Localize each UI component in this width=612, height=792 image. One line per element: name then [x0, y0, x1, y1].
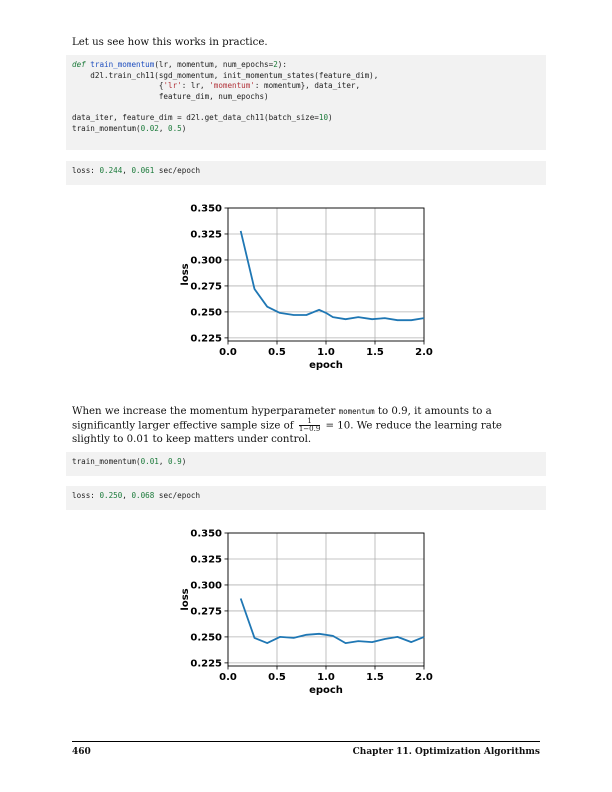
output-block-2: loss: 0.250, 0.068 sec/epoch	[66, 486, 546, 510]
y-axis-label: loss	[180, 263, 191, 285]
code-text: )	[328, 112, 333, 122]
x-tick-label: 1.5	[366, 672, 384, 683]
momentum-paragraph: When we increase the momentum hyperparam…	[72, 405, 542, 446]
chapter-title: Chapter 11. Optimization Algorithms	[352, 747, 540, 757]
y-tick-label: 0.350	[190, 204, 222, 215]
inline-code-momentum: momentum	[338, 407, 375, 416]
loss-series-line	[239, 230, 425, 322]
y-axis-label: loss	[180, 588, 191, 610]
y-tick-label: 0.275	[190, 606, 222, 617]
output-text: sec/epoch	[154, 491, 201, 500]
code-number: 0.5	[168, 123, 182, 133]
y-tick-label: 0.300	[190, 580, 222, 591]
x-axis-label: epoch	[309, 360, 343, 371]
footer-rule	[72, 741, 540, 742]
x-axis-label: epoch	[309, 685, 343, 696]
fraction-denominator: 1−0.9	[298, 425, 321, 433]
x-tick-label: 1.0	[317, 672, 335, 683]
y-tick-label: 0.250	[190, 307, 222, 318]
y-tick-label: 0.350	[190, 529, 222, 540]
code-line: d2l.train_ch11(sgd_momentum, init_moment…	[72, 70, 379, 80]
code-number: 0.01	[140, 457, 159, 466]
y-tick-label: 0.275	[190, 281, 222, 292]
output-time-value: 0.061	[131, 166, 155, 175]
output-text: sec/epoch	[154, 166, 201, 175]
x-tick-label: 0.0	[219, 347, 237, 358]
function-name: train_momentum	[90, 60, 155, 69]
code-number: 0.9	[168, 457, 182, 466]
intro-paragraph: Let us see how this works in practice.	[72, 37, 268, 48]
loss-series-line	[239, 598, 425, 644]
plot-frame	[227, 207, 425, 342]
paragraph-text: When we increase the momentum hyperparam…	[72, 406, 339, 417]
plot-frame	[227, 532, 425, 667]
code-text: {	[72, 81, 164, 91]
output-text: loss:	[72, 166, 100, 175]
code-string: 'momentum'	[209, 81, 255, 91]
y-tick-label: 0.225	[190, 333, 222, 344]
output-text: ,	[122, 166, 132, 175]
code-line: feature_dim, num_epochs)	[72, 91, 269, 101]
code-number: 2	[273, 60, 278, 69]
code-text: )	[181, 123, 187, 133]
paragraph-text: to 0.9, it amounts to a significantly la…	[72, 406, 492, 432]
fraction-numerator: 1	[298, 418, 321, 426]
code-text: (lr, momentum, num_epochs	[154, 60, 269, 69]
output-block-1: loss: 0.244, 0.061 sec/epoch	[66, 161, 546, 185]
code-block-train-momentum: def train_momentum(lr, momentum, num_epo…	[66, 55, 546, 150]
code-text: : lr,	[181, 81, 210, 91]
code-text: ,	[158, 457, 169, 466]
code-block-train-momentum-2: train_momentum(0.01, 0.9)	[66, 452, 546, 476]
y-tick-label: 0.300	[190, 255, 222, 266]
code-text: train_momentum(	[72, 123, 141, 133]
code-number: 0.02	[140, 123, 159, 133]
code-string: 'lr'	[163, 81, 182, 91]
output-text: loss:	[72, 491, 100, 500]
y-tick-label: 0.325	[190, 554, 222, 565]
code-text: train_momentum(	[72, 457, 141, 466]
y-tick-label: 0.325	[190, 229, 222, 240]
loss-chart-1: 0.0 0.5 1.0 1.5 2.0 0.225 0.250 0.275 0.300 0.325…	[180, 204, 433, 372]
code-text: )	[181, 457, 187, 466]
x-tick-label: 0.0	[219, 672, 237, 683]
loss-chart-2: 0.0 0.5 1.0 1.5 2.0 0.225 0.250 0.275 0.300 0.325…	[180, 529, 433, 697]
x-tick-label: 2.0	[415, 347, 433, 358]
x-tick-label: 0.5	[268, 347, 286, 358]
paragraph-text: = 10. We reduce the learning rate slight…	[72, 420, 502, 446]
output-text: ,	[122, 491, 132, 500]
code-number: 10	[318, 112, 329, 122]
code-text: : momentum}, data_iter,	[254, 81, 361, 91]
keyword-def: def	[72, 60, 86, 69]
code-text: data_iter, feature_dim = d2l.get_data_ch…	[72, 112, 319, 122]
x-tick-label: 2.0	[415, 672, 433, 683]
y-tick-label: 0.225	[190, 658, 222, 669]
x-tick-label: 1.0	[317, 347, 335, 358]
x-tick-label: 0.5	[268, 672, 286, 683]
code-text: ,	[158, 123, 169, 133]
output-loss-value: 0.250	[99, 491, 123, 500]
y-tick-label: 0.250	[190, 632, 222, 643]
x-tick-label: 1.5	[366, 347, 384, 358]
fraction: 1 1−0.9	[298, 418, 321, 433]
output-time-value: 0.068	[131, 491, 155, 500]
code-text: ):	[277, 60, 287, 69]
output-loss-value: 0.244	[99, 166, 123, 175]
page-number: 460	[72, 747, 91, 757]
